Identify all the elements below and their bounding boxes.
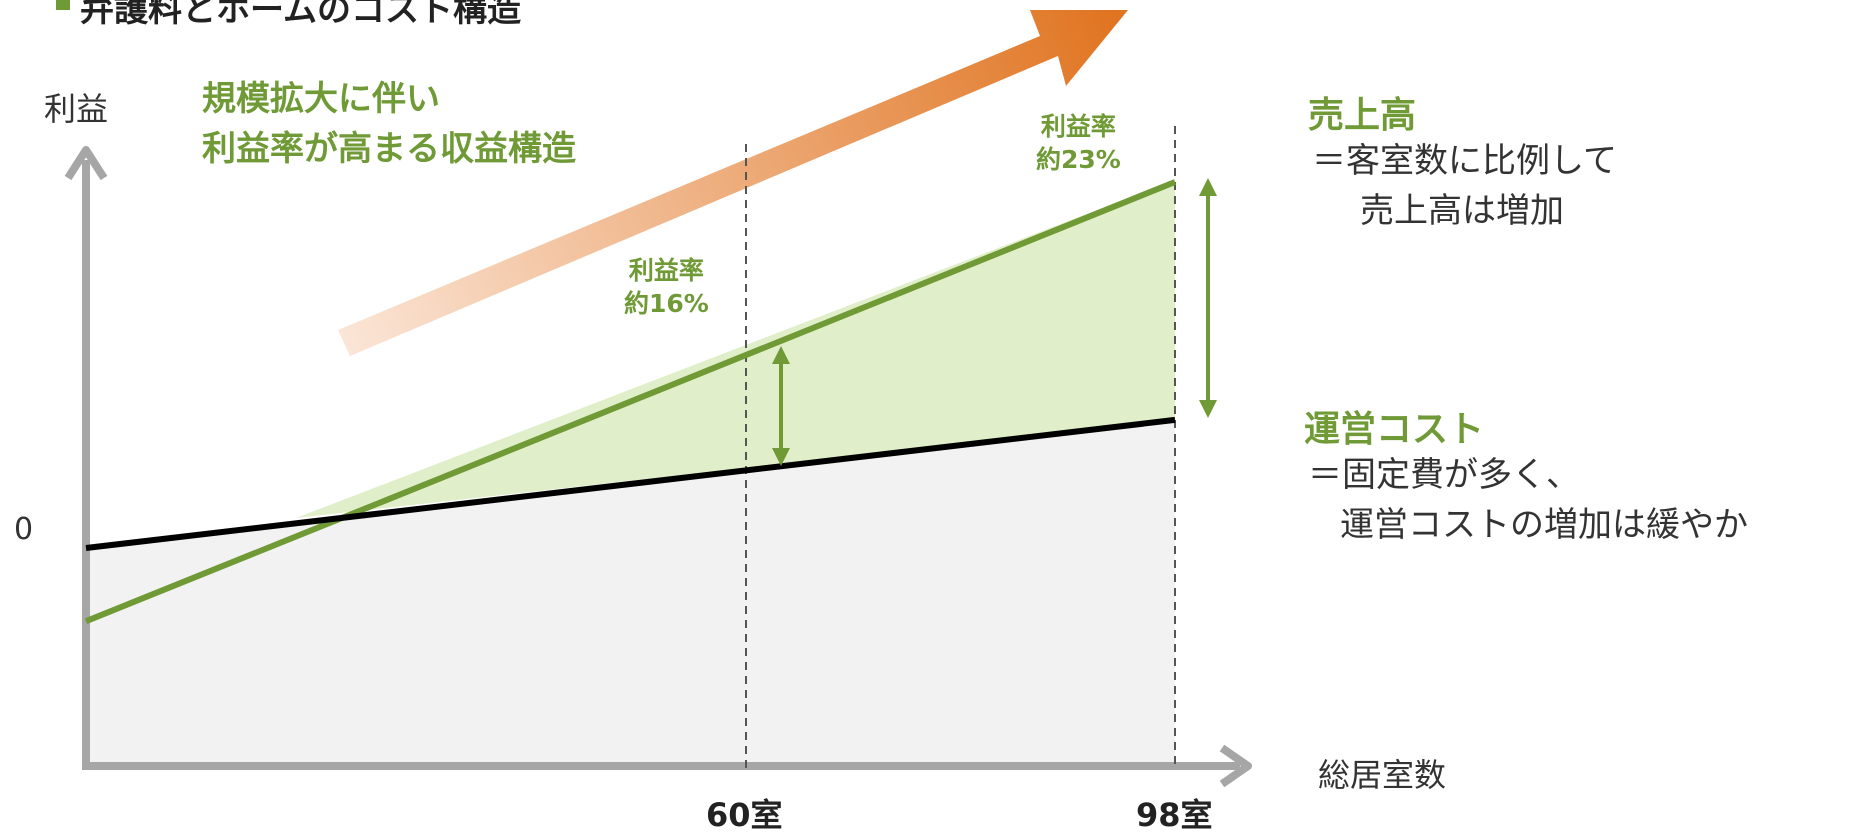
headline-line2: 利益率が高まる収益構造: [202, 129, 576, 169]
margin-label-98: 利益率 約23%: [1036, 110, 1121, 176]
margin-60-line2: 約16%: [624, 289, 709, 318]
title-marker: [56, 0, 70, 10]
cost-area: [86, 420, 1175, 770]
sales-desc-2: 売上高は増加: [1360, 191, 1564, 231]
margin-98-line1: 利益率: [1040, 112, 1116, 141]
sales-heading: 売上高: [1308, 95, 1417, 136]
margin-label-60: 利益率 約16%: [624, 254, 709, 320]
growth-arrow: [338, 10, 1128, 356]
tick-label-98: 98室: [1136, 796, 1213, 834]
cost-heading: 運営コスト: [1304, 409, 1485, 450]
y-axis-label: 利益: [44, 90, 109, 128]
margin-arrow-60: [772, 346, 790, 466]
cost-desc-2: 運営コストの増加は緩やか: [1340, 505, 1748, 545]
x-axis-label: 総居室数: [1318, 756, 1447, 794]
zero-label: 0: [14, 512, 34, 547]
cost-line: [85, 416, 1176, 551]
y-axis: [64, 146, 108, 770]
tick-label-60: 60室: [706, 796, 783, 834]
margin-60-line1: 利益率: [628, 256, 704, 285]
margin-98-line2: 約23%: [1036, 145, 1121, 174]
cost-desc-1: ＝固定費が多く、: [1308, 455, 1580, 495]
margin-arrow-98: [1199, 178, 1217, 418]
headline: 規模拡大に伴い 利益率が高まる収益構造: [202, 74, 576, 174]
sales-desc-1: ＝客室数に比例して: [1312, 141, 1617, 181]
profit-area: [296, 180, 1175, 518]
headline-line1: 規模拡大に伴い: [202, 79, 440, 119]
x-axis: [82, 744, 1252, 788]
sales-line: [84, 179, 1177, 624]
page-title: 弁護料とホームのコスト構造: [80, 0, 521, 30]
